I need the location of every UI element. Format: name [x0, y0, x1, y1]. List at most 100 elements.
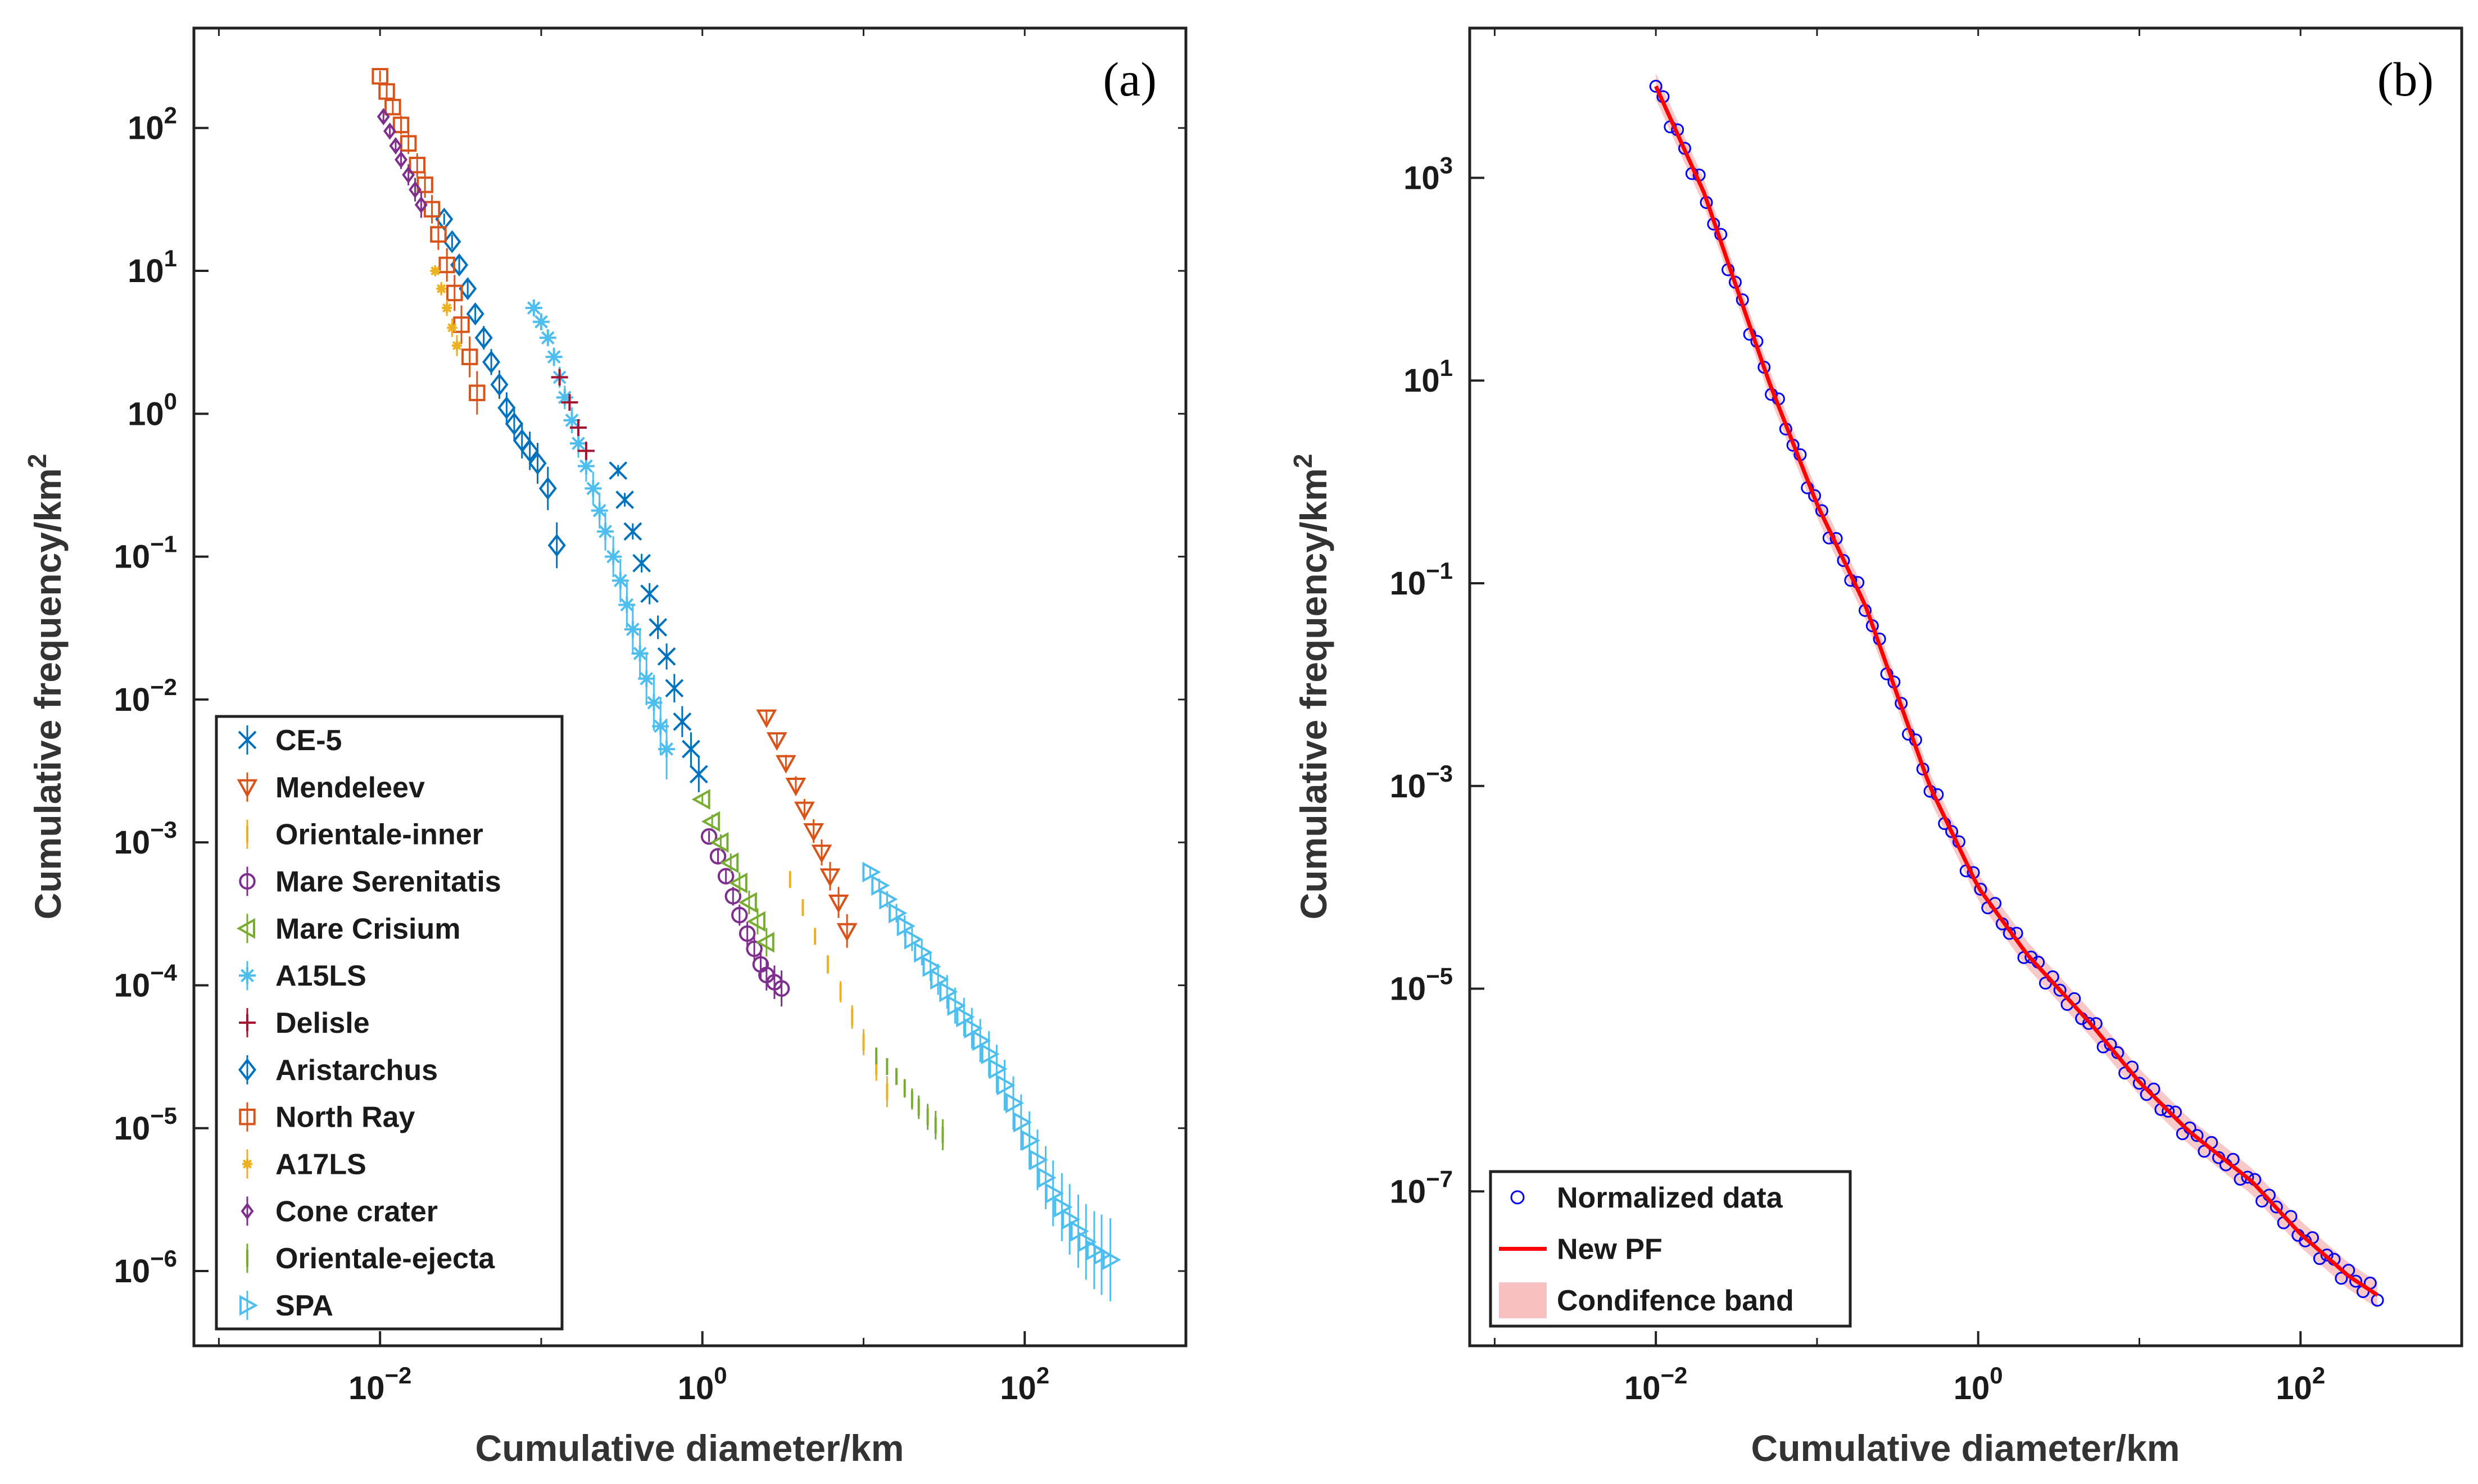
legend-item-orientale-inner: Orientale-inner — [246, 819, 483, 851]
data-point — [615, 490, 635, 509]
legend-item-cone-crater: Cone crater — [241, 1195, 438, 1228]
data-point — [605, 548, 622, 565]
data-point — [2335, 1272, 2348, 1285]
data-point — [1974, 883, 1987, 896]
data-point — [423, 201, 441, 218]
panel-a-y-tick-label: 10−4 — [114, 959, 178, 1004]
legend-marker — [1499, 1282, 1547, 1319]
data-point — [803, 823, 825, 842]
data-point — [430, 266, 441, 276]
legend-label: Condifence band — [1557, 1285, 1794, 1317]
legend-marker — [236, 918, 255, 939]
data-point — [461, 348, 478, 365]
series-ce-5 — [609, 461, 708, 792]
series-mendeleev — [756, 709, 858, 948]
data-point — [570, 435, 587, 452]
data-point — [710, 832, 729, 853]
data-point — [392, 116, 410, 134]
panel-b-y-axis-title: Cumulative frequency/km2 — [1288, 454, 1334, 920]
legend-item-north-ray: North Ray — [239, 1101, 415, 1134]
series-a17ls — [430, 265, 463, 356]
data-point — [785, 777, 807, 797]
data-point — [436, 283, 447, 294]
legend-item-spa: SPA — [239, 1290, 333, 1322]
data-point — [395, 151, 408, 169]
data-point — [438, 256, 455, 274]
series-mare-crisium — [691, 789, 774, 957]
panel-b-y-tick-label: 101 — [1403, 355, 1453, 399]
data-point — [430, 226, 447, 243]
data-point — [755, 932, 774, 953]
data-point — [700, 828, 718, 845]
legend-box — [1489, 1170, 1852, 1328]
panel-a-y-axis-title: Cumulative frequency/km2 — [22, 454, 69, 920]
legend-label: CE-5 — [275, 724, 342, 757]
data-point — [689, 765, 708, 784]
data-point — [525, 299, 542, 317]
panel-a-y-tick-label: 10−3 — [114, 816, 177, 861]
data-point — [2320, 1248, 2334, 1261]
data-point — [539, 329, 556, 347]
data-point — [776, 755, 796, 774]
data-point — [811, 845, 832, 864]
data-point — [632, 553, 651, 573]
panel-a-x-tick-label: 100 — [678, 1362, 727, 1406]
panel-b-y-tick-label: 10−3 — [1390, 760, 1453, 805]
legend-marker — [237, 779, 258, 798]
legend-box — [215, 715, 564, 1331]
panel-a-y-tick-label: 101 — [128, 245, 177, 289]
panel-b-plot-area — [1468, 26, 2463, 1347]
data-point — [1005, 1092, 1025, 1114]
legend-item-mare-crisium: Mare Crisium — [236, 913, 460, 945]
data-point — [389, 137, 402, 155]
panel-a-y-tick-label: 10−2 — [114, 674, 177, 718]
data-point — [1038, 1167, 1057, 1188]
data-point — [377, 108, 390, 125]
data-point — [384, 98, 401, 116]
legend-marker — [238, 1058, 257, 1082]
data-point — [400, 135, 417, 152]
data-point — [1029, 1149, 1049, 1170]
panel-a-label: (a) — [1103, 52, 1157, 106]
panel-b-y-tick-label: 103 — [1403, 152, 1453, 196]
legend-label: New PF — [1557, 1233, 1662, 1266]
legend-marker — [238, 730, 257, 750]
data-point — [665, 679, 684, 698]
panel-b-y-tick-label: 10−5 — [1390, 963, 1453, 1008]
legend-marker — [239, 1295, 259, 1316]
data-point — [2269, 1200, 2283, 1214]
data-point — [862, 861, 881, 883]
legend-item-new-pf: New PF — [1499, 1233, 1662, 1266]
series-orientale-ejecta — [875, 1047, 944, 1150]
data-point — [2162, 1105, 2175, 1118]
data-point — [728, 872, 748, 893]
panel-a-y-tick-label: 100 — [128, 388, 177, 432]
panel-a-y-tick-label: 10−1 — [114, 531, 177, 575]
data-point — [631, 645, 649, 662]
data-point — [609, 461, 628, 480]
panel-b-y-ticks: 10−7 10−5 10−3 10−1 101 103 — [1390, 152, 1484, 1210]
data-point — [720, 852, 739, 873]
data-point — [746, 940, 763, 957]
panel-a-y-tick-label: 102 — [128, 102, 177, 147]
data-point — [746, 911, 765, 932]
data-point — [947, 995, 966, 1016]
legend-marker — [242, 1159, 252, 1169]
legend-label: Delisle — [275, 1007, 370, 1040]
series-mare-serenitatis — [700, 828, 790, 1007]
legend-label: A15LS — [275, 960, 366, 992]
legend-label: Mendeleev — [275, 772, 425, 804]
panel-b-marks — [1649, 73, 2384, 1309]
legend-item-orientale-ejecta: Orientale-ejecta — [246, 1242, 495, 1275]
legend-item-aristarchus: Aristarchus — [238, 1054, 438, 1087]
series-delisle — [551, 369, 595, 460]
data-point — [836, 923, 858, 942]
legend-item-ce-5: CE-5 — [238, 724, 342, 757]
data-point — [2349, 1274, 2363, 1288]
legend-label: Cone crater — [275, 1195, 438, 1228]
legend-item-delisle: Delisle — [239, 1007, 370, 1040]
legend-item-normalized-data: Normalized data — [1510, 1182, 1783, 1214]
legend-label: SPA — [275, 1290, 333, 1322]
data-point — [545, 348, 563, 366]
panel-b-x-tick-label: 100 — [1954, 1362, 2003, 1406]
